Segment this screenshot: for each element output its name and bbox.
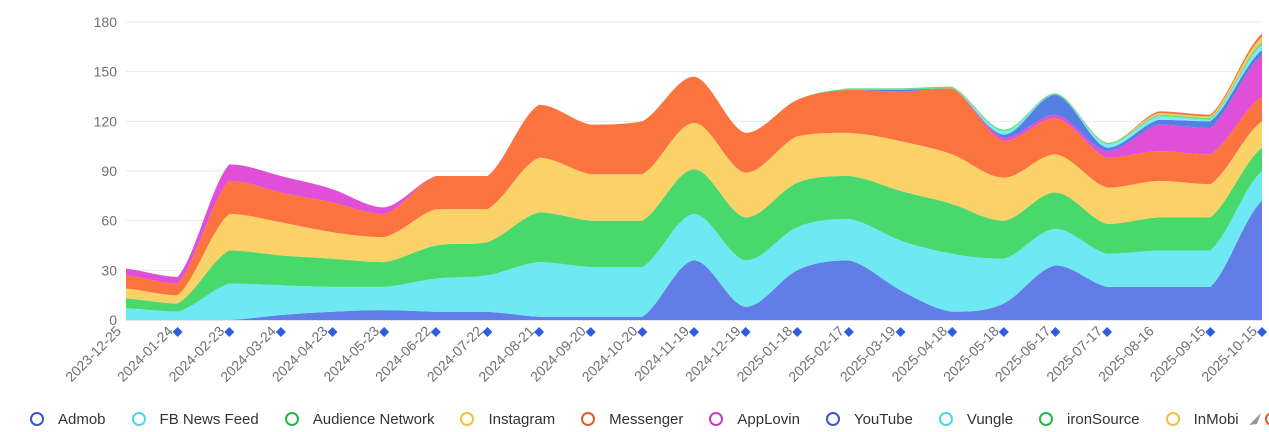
legend-marker-icon bbox=[284, 412, 299, 426]
y-tick-label: 90 bbox=[101, 163, 117, 179]
y-tick-label: 0 bbox=[109, 312, 117, 328]
legend-marker-icon bbox=[1039, 412, 1054, 426]
x-tick-marker bbox=[1050, 327, 1061, 337]
legend-item[interactable]: InMobi bbox=[1165, 410, 1239, 428]
x-tick-marker bbox=[430, 327, 441, 337]
x-tick-marker bbox=[224, 327, 235, 337]
legend-label: Admob bbox=[58, 410, 106, 428]
chart-plot: 03060901201501802023-12-252024-01-242024… bbox=[62, 14, 1267, 385]
legend-label: FB News Feed bbox=[159, 410, 259, 428]
series-area-fb-news-feed bbox=[126, 171, 1262, 320]
legend-marker-icon bbox=[1165, 412, 1180, 426]
x-tick-marker bbox=[740, 327, 751, 337]
legend-marker-icon bbox=[30, 412, 44, 426]
x-tick-marker bbox=[637, 327, 648, 337]
chart-legend: Admob FB News Feed Audience Network Instagr… bbox=[30, 407, 1269, 431]
x-tick-marker bbox=[379, 327, 390, 337]
x-tick-marker bbox=[895, 327, 906, 337]
legend-label: InMobi bbox=[1193, 410, 1239, 428]
y-tick-label: 60 bbox=[101, 213, 117, 229]
legend-marker-icon bbox=[938, 412, 953, 426]
legend-label: Audience Network bbox=[312, 410, 435, 428]
x-tick-marker bbox=[843, 327, 854, 337]
x-tick-marker bbox=[585, 327, 596, 337]
legend-label: Messenger bbox=[609, 410, 684, 428]
legend-item[interactable]: FB News Feed bbox=[131, 410, 259, 428]
legend-marker-icon bbox=[460, 412, 475, 426]
series-area-messenger bbox=[126, 76, 1262, 296]
x-tick-marker bbox=[792, 327, 803, 337]
legend-marker-icon bbox=[131, 412, 146, 426]
legend-label: AppLovin bbox=[737, 410, 800, 428]
y-tick-label: 180 bbox=[94, 14, 118, 30]
legend-label: YouTube bbox=[853, 410, 913, 428]
y-tick-label: 150 bbox=[94, 64, 118, 80]
legend-item[interactable]: Admob bbox=[30, 411, 106, 428]
y-tick-label: 120 bbox=[94, 113, 118, 129]
legend-item[interactable] bbox=[1264, 412, 1269, 426]
series-layer bbox=[126, 33, 1262, 320]
legend-item[interactable]: Messenger bbox=[581, 411, 683, 428]
legend-marker-icon bbox=[825, 412, 840, 426]
legend-marker-icon bbox=[1264, 412, 1269, 426]
legend-marker-icon bbox=[581, 412, 596, 426]
legend-marker-icon bbox=[709, 412, 724, 426]
legend-label: Instagram bbox=[488, 410, 556, 428]
x-tick-marker bbox=[1102, 327, 1113, 337]
legend-item[interactable]: AppLovin bbox=[709, 411, 800, 428]
arrow-right-icon[interactable] bbox=[1247, 410, 1263, 426]
legend-item[interactable]: Vungle bbox=[938, 410, 1014, 428]
legend-item[interactable]: Audience Network bbox=[284, 410, 435, 428]
x-tick-marker bbox=[947, 327, 958, 337]
y-tick-label: 30 bbox=[101, 262, 117, 278]
x-tick-marker bbox=[172, 327, 183, 337]
series-area-audience-network bbox=[126, 147, 1262, 312]
x-tick-marker bbox=[275, 327, 286, 337]
x-tick-marker bbox=[689, 327, 699, 337]
x-tick-marker bbox=[1205, 327, 1216, 337]
x-tick-marker bbox=[998, 327, 1009, 337]
x-tick-marker bbox=[327, 327, 338, 337]
x-tick-marker bbox=[482, 327, 493, 337]
legend-item[interactable]: ironSource bbox=[1039, 411, 1140, 428]
legend-label: ironSource bbox=[1067, 410, 1140, 428]
x-tick-marker bbox=[1257, 327, 1267, 337]
series-area-instagram bbox=[126, 121, 1262, 304]
x-tick-marker bbox=[534, 327, 545, 337]
legend-item[interactable]: YouTube bbox=[825, 410, 913, 428]
legend-item[interactable]: Instagram bbox=[460, 411, 555, 428]
legend-label: Vungle bbox=[966, 410, 1014, 428]
